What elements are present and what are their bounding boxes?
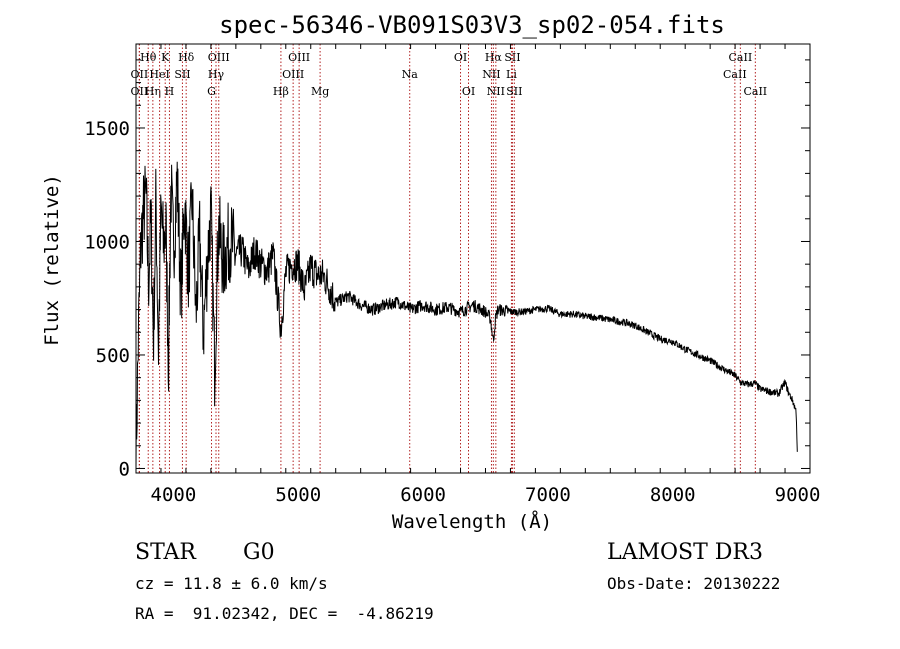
line-label-13: OIII: [288, 51, 310, 64]
line-label-19: Hα: [485, 51, 503, 64]
line-label-17: OI: [454, 51, 467, 64]
y-tick-label-500: 500: [96, 345, 130, 367]
y-tick-label-1500: 1500: [84, 118, 130, 140]
line-label-22: SII: [504, 51, 520, 64]
y-axis-label: Flux (relative): [41, 174, 63, 346]
y-tick-label-0: 0: [119, 458, 130, 480]
line-label-26: CaII: [723, 68, 747, 81]
chart-title: spec-56346-VB091S03V3_sp02-054.fits: [219, 11, 725, 39]
line-label-7: SII: [174, 68, 190, 81]
line-label-12: Hβ: [273, 85, 289, 98]
series-layer: [135, 161, 798, 469]
line-label-25: CaII: [729, 51, 753, 64]
coordinates: RA = 91.02342, DEC = -4.86219: [135, 604, 434, 623]
plot-frame: [135, 43, 811, 474]
line-label-3: Hη: [145, 85, 161, 98]
redshift-info: cz = 11.8 ± 6.0 km/s: [135, 574, 328, 593]
line-label-1: OII: [131, 68, 149, 81]
survey-name: LAMOST DR3: [607, 540, 763, 565]
line-label-16: Na: [402, 68, 419, 81]
line-label-27: CaII: [743, 85, 767, 98]
x-tick-label-4000: 4000: [151, 484, 197, 506]
x-tick-label-9000: 9000: [775, 484, 821, 506]
object-subclass: G0: [243, 540, 275, 565]
line-label-21: NII: [487, 85, 505, 98]
line-label-14: OIII: [282, 68, 304, 81]
line-label-24: SII: [506, 85, 522, 98]
line-label-23: Li: [506, 68, 517, 81]
axes-layer: 4000 5000 6000 7000 8000 9000 0 500 1000 1500: [84, 43, 821, 506]
x-axis-label: Wavelength (Å): [392, 510, 552, 533]
line-label-9: OIII: [208, 51, 230, 64]
line-label-11: G: [207, 85, 216, 98]
y-tick-label-1000: 1000: [84, 231, 130, 253]
line-label-0: Hθ: [140, 51, 157, 64]
x-tick-label-5000: 5000: [275, 484, 321, 506]
line-label-4: HeI: [149, 68, 169, 81]
line-label-6: H: [165, 85, 175, 98]
object-class: STAR: [135, 540, 196, 565]
spectrum-line: [135, 161, 798, 469]
line-label-5: K: [161, 51, 170, 64]
line-label-18: OI: [462, 85, 475, 98]
line-label-15: Mg: [311, 85, 329, 98]
line-label-20: NII: [482, 68, 500, 81]
x-tick-label-8000: 8000: [650, 484, 696, 506]
x-tick-label-7000: 7000: [525, 484, 571, 506]
line-label-10: Hγ: [208, 68, 225, 81]
line-label-2: OII: [131, 85, 149, 98]
line-label-8: Hδ: [178, 51, 195, 64]
observation-date: Obs-Date: 20130222: [607, 574, 781, 593]
x-tick-label-6000: 6000: [400, 484, 446, 506]
